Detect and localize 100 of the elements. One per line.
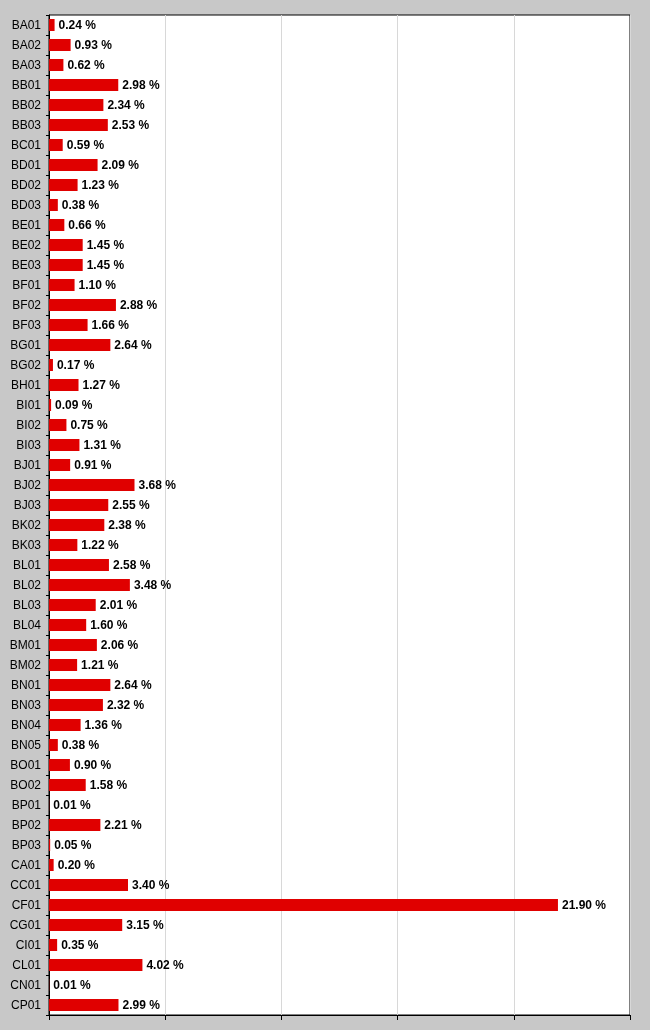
bar (49, 999, 119, 1011)
data-label: 2.09 % (101, 158, 140, 172)
data-label: 0.91 % (74, 458, 112, 472)
data-label: 0.05 % (54, 838, 92, 852)
bar (49, 279, 75, 291)
data-label: 2.64 % (114, 338, 153, 352)
bar (49, 439, 80, 451)
y-tick-label: BF02 (12, 298, 42, 312)
data-label: 2.21 % (104, 818, 143, 832)
data-label: 0.20 % (57, 858, 96, 872)
y-tick-label: BE02 (11, 238, 42, 252)
y-tick-label: BN01 (10, 678, 42, 692)
y-tick-label: BB03 (11, 118, 42, 132)
data-label: 0.09 % (55, 398, 93, 412)
bar (49, 779, 86, 791)
y-tick-label: BI01 (16, 398, 42, 412)
y-tick-label: CG01 (9, 918, 42, 932)
data-label: 3.48 % (133, 578, 172, 592)
data-label: 2.53 % (111, 118, 150, 132)
bar (49, 919, 123, 931)
bar (49, 679, 111, 691)
data-label: 2.88 % (119, 298, 158, 312)
y-tick-label: BD03 (10, 198, 42, 212)
data-label: 0.62 % (67, 58, 106, 72)
bar (49, 299, 116, 311)
data-label: 1.36 % (84, 718, 123, 732)
data-label: 0.24 % (58, 18, 97, 32)
y-tick-label: BI02 (16, 418, 42, 432)
y-tick-label: BO02 (10, 778, 42, 792)
bar (49, 59, 64, 71)
data-label: 3.68 % (138, 478, 177, 492)
bar (49, 479, 135, 491)
data-label: 0.35 % (61, 938, 99, 952)
data-label: 0.38 % (61, 738, 100, 752)
data-label: 2.32 % (106, 698, 145, 712)
y-tick-label: BK03 (11, 538, 42, 552)
y-tick-label: CF01 (11, 898, 42, 912)
bar (49, 939, 58, 951)
data-label: 0.75 % (70, 418, 109, 432)
data-label: 21.90 % (561, 898, 607, 912)
bar (49, 159, 98, 171)
bar (49, 739, 58, 751)
y-tick-label: BO01 (10, 758, 42, 772)
y-tick-label: BL01 (12, 558, 42, 572)
data-label: 0.01 % (53, 978, 91, 992)
y-tick-label: BJ01 (13, 458, 42, 472)
data-label: 2.34 % (107, 98, 146, 112)
bar (49, 139, 63, 151)
y-tick-label: BD01 (10, 158, 42, 172)
bar (49, 359, 53, 371)
data-label: 0.01 % (53, 798, 91, 812)
data-label: 2.01 % (99, 598, 138, 612)
y-tick-label: BG01 (10, 338, 42, 352)
bar (49, 239, 83, 251)
data-label: 1.22 % (81, 538, 120, 552)
y-tick-label: CP01 (10, 998, 42, 1012)
y-tick-label: BN04 (10, 718, 42, 732)
data-label: 0.66 % (68, 218, 107, 232)
data-label: 1.58 % (89, 778, 128, 792)
data-label: 2.64 % (114, 678, 153, 692)
data-label: 0.38 % (61, 198, 100, 212)
bar (49, 39, 71, 51)
bar (49, 719, 81, 731)
bar (49, 519, 105, 531)
y-tick-label: BP03 (11, 838, 42, 852)
y-tick-label: BC01 (10, 138, 42, 152)
y-tick-label: BP02 (11, 818, 42, 832)
y-tick-label: CI01 (15, 938, 42, 952)
y-tick-label: BF03 (12, 318, 42, 332)
bar (49, 619, 87, 631)
data-label: 3.40 % (132, 878, 170, 892)
y-tick-label: BN05 (10, 738, 42, 752)
y-tick-label: BN03 (10, 698, 42, 712)
data-label: 2.98 % (122, 78, 160, 92)
data-label: 2.38 % (108, 518, 146, 532)
bar (49, 819, 101, 831)
bar (49, 959, 143, 971)
y-tick-label: CA01 (10, 858, 42, 872)
y-tick-label: BA02 (11, 38, 42, 52)
bar (49, 319, 88, 331)
data-label: 0.93 % (74, 38, 113, 52)
y-tick-label: CL01 (12, 958, 42, 972)
bar (49, 899, 558, 911)
y-tick-label: BE01 (11, 218, 42, 232)
y-tick-label: BI03 (16, 438, 42, 452)
bar (49, 499, 109, 511)
bar (49, 659, 78, 671)
bar (49, 99, 104, 111)
bar (49, 639, 97, 651)
bar (49, 459, 71, 471)
bar (49, 179, 78, 191)
data-label: 1.23 % (81, 178, 120, 192)
data-label: 0.59 % (66, 138, 105, 152)
y-tick-label: BB02 (11, 98, 42, 112)
y-tick-label: BD02 (10, 178, 42, 192)
data-label: 0.17 % (56, 358, 95, 372)
data-label: 1.60 % (90, 618, 128, 632)
bar (49, 419, 67, 431)
y-tick-label: CC01 (10, 878, 42, 892)
bar (49, 559, 109, 571)
